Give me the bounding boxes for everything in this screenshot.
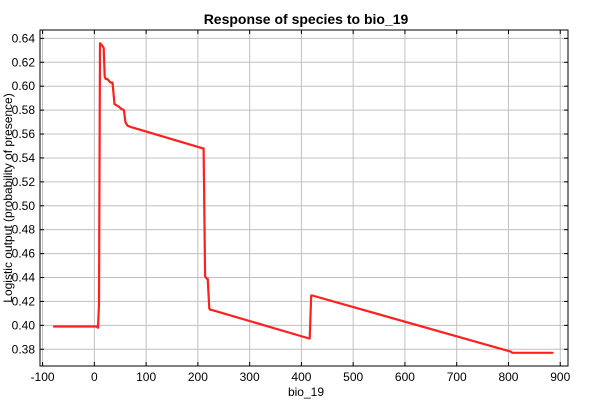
y-axis: 0.38 0.40 0.42 0.44 0.46 0.48 0.50 0.52 0.54 0.56… [12,31,568,356]
y-tick-label: 0.64 [12,31,36,45]
y-tick-label: 0.44 [12,271,36,285]
y-tick-label: 0.46 [12,247,36,261]
y-tick-label: 0.52 [12,175,36,189]
x-tick-label: 800 [498,370,518,384]
y-tick-label: 0.60 [12,79,36,93]
plot-frame [39,29,569,367]
y-tick-label: 0.40 [12,318,36,332]
x-axis: -100 0 100 200 300 400 500 600 700 800 900 [31,30,571,384]
x-tick-label: 700 [447,370,467,384]
x-tick-label: 600 [395,370,415,384]
y-axis-label: Logistic output (probability of presence… [1,93,15,302]
x-axis-label: bio_19 [288,385,324,399]
y-tick-label: 0.42 [12,294,36,308]
grid-layer [40,30,568,366]
y-tick-label: 0.48 [12,223,36,237]
x-tick-label: 900 [550,370,570,384]
y-tick-label: 0.62 [12,55,36,69]
y-tick-label: 0.54 [12,151,36,165]
x-tick-label: 400 [291,370,311,384]
chart-title: Response of species to bio_19 [204,11,409,27]
x-tick-label: 500 [343,370,363,384]
y-tick-label: 0.56 [12,127,36,141]
series-layer [52,42,554,354]
y-tick-label: 0.58 [12,103,36,117]
x-tick-label: -100 [31,370,55,384]
x-tick-label: 200 [188,370,208,384]
response-curve [52,42,554,354]
y-tick-label: 0.38 [12,342,36,356]
y-tick-label: 0.50 [12,199,36,213]
x-tick-label: 100 [136,370,156,384]
x-tick-label: 0 [91,370,98,384]
x-tick-label: 300 [240,370,260,384]
